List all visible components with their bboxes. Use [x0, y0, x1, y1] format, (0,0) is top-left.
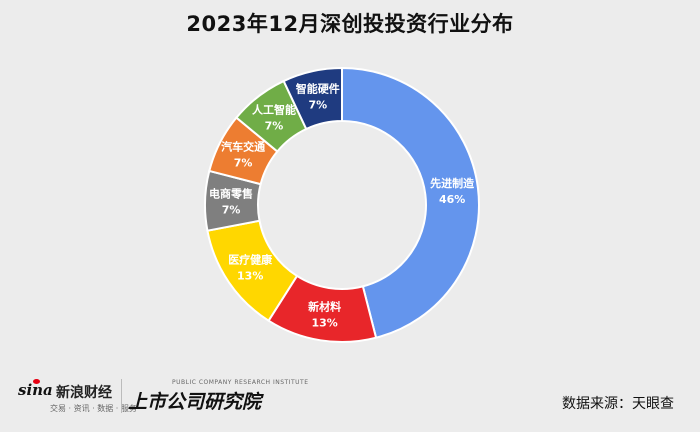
slice-value-label: 7% [234, 157, 253, 170]
sina-logo-eye-icon [33, 379, 40, 384]
donut-labels: 先进制造46%新材料13%医疗健康13%电商零售7%汽车交通7%人工智能7%智能… [209, 82, 475, 330]
institute-tagline: PUBLIC COMPANY RESEARCH INSTITUTE [172, 379, 309, 386]
institute-name: 上市公司研究院 [128, 391, 262, 413]
slice-category-label: 人工智能 [252, 102, 296, 116]
chart-title: 2023年12月深创投投资行业分布 [186, 12, 514, 36]
slice-category-label: 先进制造 [430, 176, 475, 190]
institute-logo: PUBLIC COMPANY RESEARCH INSTITUTE 上市公司研究… [128, 377, 308, 421]
slice-value-label: 13% [311, 317, 337, 330]
sina-finance-tags: 交易 · 资讯 · 数据 · 服务 [50, 404, 137, 413]
sina-logo-word: sina [18, 381, 53, 399]
donut-slice [341, 66, 480, 339]
slice-category-label: 新材料 [308, 300, 341, 314]
slice-category-label: 汽车交通 [221, 140, 265, 154]
donut-slice [282, 66, 343, 131]
data-source: 数据来源：天眼查 [562, 396, 674, 412]
sina-finance-logo: sina 新浪财经 交易 · 资讯 · 数据 · 服务 [18, 379, 137, 425]
logo-divider [121, 379, 122, 413]
slice-value-label: 46% [439, 193, 465, 206]
slice-category-label: 电商零售 [209, 187, 253, 201]
slice-value-label: 7% [308, 99, 327, 112]
donut-slices [204, 66, 480, 343]
sina-finance-name: 新浪财经 [56, 385, 112, 401]
slice-value-label: 13% [237, 269, 263, 282]
donut-chart: 先进制造46%新材料13%医疗健康13%电商零售7%汽车交通7%人工智能7%智能… [204, 66, 480, 343]
slice-category-label: 医疗健康 [228, 252, 273, 266]
slice-category-label: 智能硬件 [296, 82, 340, 96]
slice-value-label: 7% [222, 204, 241, 217]
footer: sina 新浪财经 交易 · 资讯 · 数据 · 服务 PUBLIC COMPA… [0, 375, 700, 432]
slice-value-label: 7% [265, 119, 284, 132]
